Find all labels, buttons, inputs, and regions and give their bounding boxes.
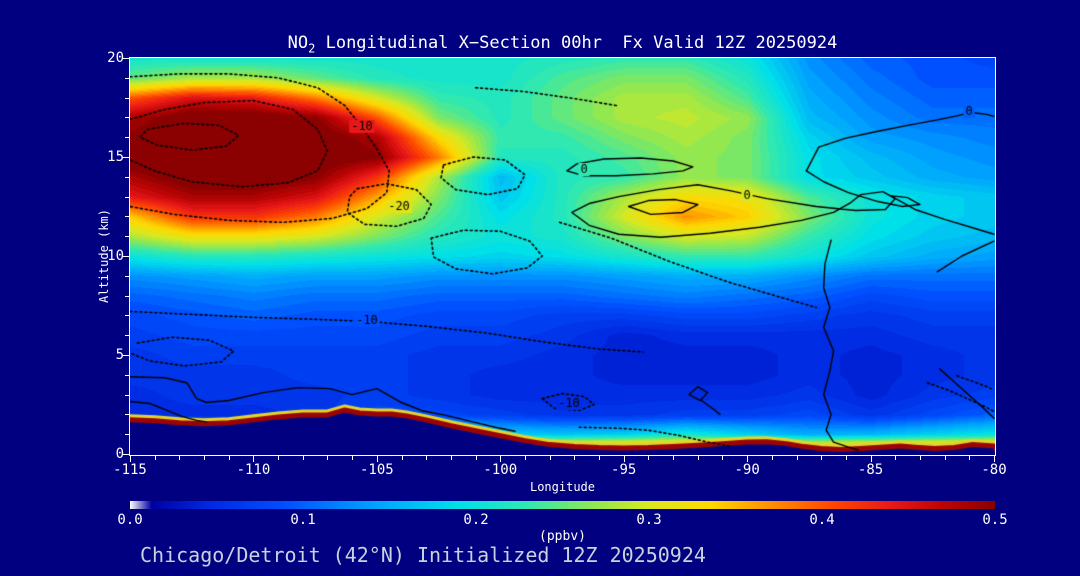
x-axis-minor-tick	[599, 456, 601, 460]
y-axis-tick-label: 15	[107, 149, 124, 165]
x-axis-minor-tick	[845, 456, 847, 460]
colorbar-tick-label: 0.3	[636, 512, 662, 528]
x-axis-minor-tick	[327, 456, 329, 460]
y-axis-tick-label: 20	[107, 50, 124, 66]
y-axis-major-tick	[122, 58, 129, 59]
x-axis-tick-label: -80	[981, 462, 1007, 478]
contour-field-canvas	[130, 58, 995, 455]
y-axis-minor-tick	[125, 236, 129, 238]
y-axis-major-tick	[122, 256, 129, 257]
x-axis-minor-tick	[475, 456, 477, 460]
x-axis-minor-tick	[574, 456, 576, 460]
x-axis-minor-tick	[352, 456, 354, 460]
y-axis-major-tick	[122, 157, 129, 158]
y-axis-major-tick	[122, 355, 129, 356]
colorbar-tick-label: 0.2	[463, 512, 489, 528]
plot-frame	[129, 57, 996, 456]
plot-title: NO2 Longitudinal X−Section 00hr Fx Valid…	[129, 33, 996, 55]
y-axis-minor-tick	[125, 137, 129, 139]
plot-title-subscript: 2	[308, 41, 316, 56]
x-axis-minor-tick	[796, 456, 798, 460]
x-axis-tick-label: -100	[483, 462, 518, 478]
colorbar	[130, 501, 995, 509]
colorbar-tick-label: 0.0	[117, 512, 143, 528]
x-axis-minor-tick	[524, 456, 526, 460]
x-axis-major-tick	[747, 456, 749, 462]
x-axis-minor-tick	[278, 456, 280, 460]
x-axis-minor-tick	[204, 456, 206, 460]
x-axis-minor-tick	[821, 456, 823, 460]
x-axis-major-tick	[500, 456, 502, 462]
y-axis-minor-tick	[125, 275, 129, 277]
y-axis-minor-tick	[125, 97, 129, 99]
y-axis-title: Altitude (km)	[97, 209, 111, 303]
plot-title-rest: Longitudinal X−Section 00hr Fx Valid 12Z…	[315, 33, 838, 53]
x-axis-minor-tick	[895, 456, 897, 460]
colorbar-tick-label: 0.4	[809, 512, 835, 528]
y-axis-minor-tick	[125, 374, 129, 376]
x-axis-minor-tick	[944, 456, 946, 460]
y-axis-minor-tick	[125, 295, 129, 297]
x-axis-tick-label: -105	[359, 462, 394, 478]
x-axis-major-tick	[376, 456, 378, 462]
x-axis-minor-tick	[401, 456, 403, 460]
y-axis-tick-label: 0	[115, 446, 124, 462]
y-axis-minor-tick	[125, 216, 129, 218]
colorbar-units: (ppbv)	[539, 529, 586, 544]
y-axis-tick-label: 10	[107, 248, 124, 264]
y-axis-minor-tick	[125, 196, 129, 198]
x-axis-minor-tick	[969, 456, 971, 460]
x-axis-minor-tick	[697, 456, 699, 460]
x-axis-major-tick	[130, 456, 131, 462]
y-axis-minor-tick	[125, 414, 129, 416]
footer-caption: Chicago/Detroit (42°N) Initialized 12Z 2…	[140, 543, 706, 567]
x-axis-minor-tick	[302, 456, 304, 460]
x-axis-tick-label: -110	[236, 462, 271, 478]
colorbar-tick-label: 0.1	[290, 512, 316, 528]
y-axis-minor-tick	[125, 434, 129, 436]
y-axis-major-tick	[122, 454, 129, 455]
x-axis-major-tick	[870, 456, 872, 462]
x-axis-title: Longitude	[529, 480, 596, 494]
y-axis-minor-tick	[125, 335, 129, 337]
x-axis-minor-tick	[426, 456, 428, 460]
x-axis-minor-tick	[722, 456, 724, 460]
x-axis-tick-label: -115	[113, 462, 147, 478]
x-axis-minor-tick	[450, 456, 452, 460]
x-axis-major-tick	[994, 456, 995, 462]
x-axis-minor-tick	[648, 456, 650, 460]
x-axis-major-tick	[623, 456, 625, 462]
y-axis-minor-tick	[125, 176, 129, 178]
x-axis-minor-tick	[228, 456, 230, 460]
x-axis-tick-label: -85	[857, 462, 884, 478]
y-axis-minor-tick	[125, 77, 129, 79]
y-axis-minor-tick	[125, 394, 129, 396]
y-axis-tick-label: 5	[115, 347, 124, 363]
x-axis-minor-tick	[919, 456, 921, 460]
y-axis-minor-tick	[125, 315, 129, 317]
x-axis-tick-label: -90	[734, 462, 760, 478]
x-axis-minor-tick	[179, 456, 181, 460]
x-axis-tick-label: -95	[611, 462, 637, 478]
x-axis-minor-tick	[673, 456, 675, 460]
y-axis-minor-tick	[125, 117, 129, 119]
x-axis-minor-tick	[771, 456, 773, 460]
x-axis-minor-tick	[549, 456, 551, 460]
x-axis-major-tick	[253, 456, 255, 462]
colorbar-tick-label: 0.5	[982, 512, 1008, 528]
plot-title-prefix: NO	[287, 33, 309, 53]
x-axis-minor-tick	[154, 456, 156, 460]
